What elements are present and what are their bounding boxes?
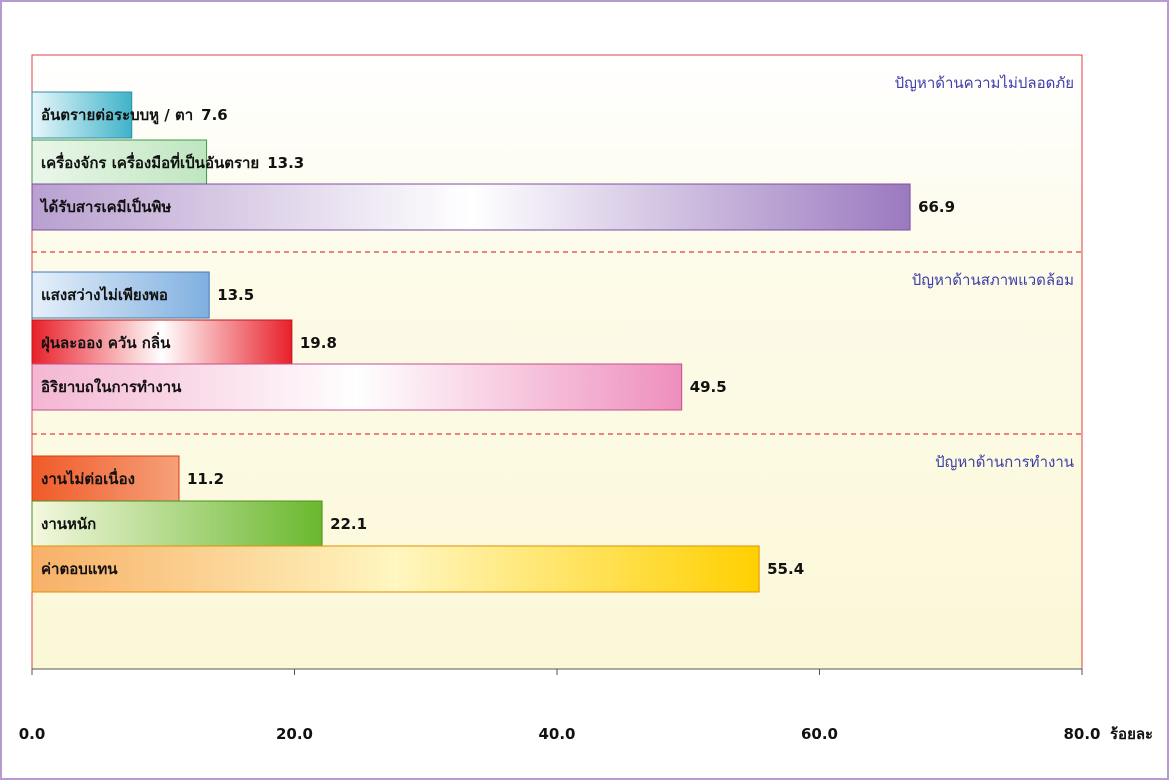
group-title: ปัญหาด้านการทำงาน [935,453,1074,471]
x-tick-label: 60.0 [801,725,838,743]
value-label: 7.6 [201,106,228,124]
value-label: 66.9 [918,198,955,216]
bar-label: ฝุ่นละออง ควัน กลิ่น [41,332,171,353]
x-tick-label: 20.0 [276,725,313,743]
x-tick-label: 40.0 [538,725,575,743]
value-label: 22.1 [330,515,367,533]
bar-label: ได้รับสารเคมีเป็นพิษ [39,197,171,216]
bar [31,183,911,231]
bar-label: งานหนัก [41,515,96,533]
bar [31,545,760,593]
bar-label: อันตรายต่อระบบหู / ตา [41,106,193,125]
x-tick-label: 80.0 [1063,725,1100,743]
bar-label: งานไม่ต่อเนื่อง [41,468,135,488]
value-label: 13.3 [267,154,304,172]
group-title: ปัญหาด้านสภาพแวดล้อม [912,271,1074,289]
value-label: 13.5 [217,286,254,304]
bar-label: แสงสว่างไม่เพียงพอ [41,285,168,304]
unit-label: ร้อยละ [1110,725,1153,743]
bar-label: อิริยาบถในการทำงาน [41,378,182,396]
bar [31,91,133,139]
bar-label: เครื่องจักร เครื่องมือที่เป็นอันตราย [41,152,259,172]
bar [31,319,293,367]
group-title: ปัญหาด้านความไม่ปลอดภัย [895,74,1074,92]
bar [31,363,683,411]
value-label: 11.2 [187,470,224,488]
value-label: 55.4 [767,560,804,578]
bar [31,139,208,187]
value-label: 49.5 [690,378,727,396]
value-label: 19.8 [300,334,337,352]
bar [31,271,210,319]
x-tick-label: 0.0 [19,725,46,743]
bar-label: ค่าตอบแทน [41,560,118,578]
